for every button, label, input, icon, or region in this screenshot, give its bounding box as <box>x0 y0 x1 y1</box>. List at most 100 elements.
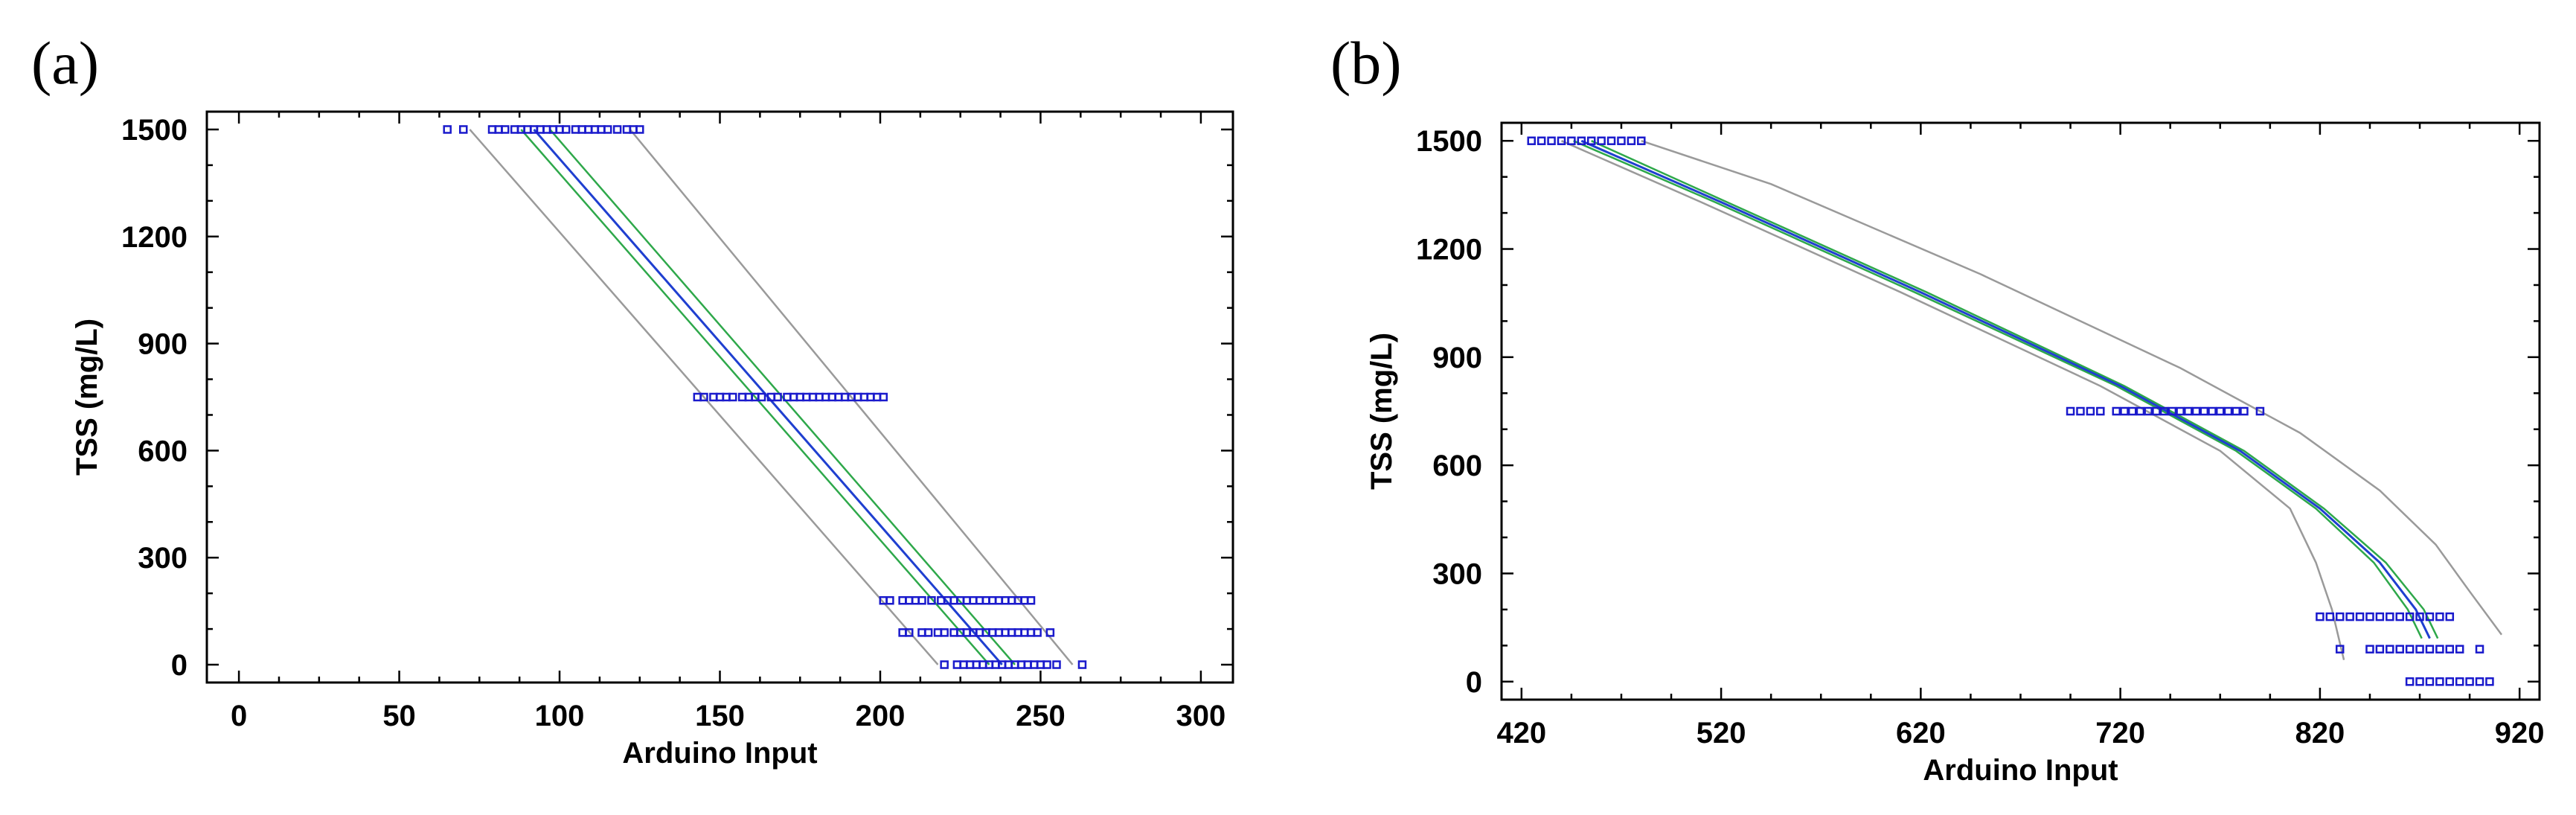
y-tick-label-b: 0 <box>1466 666 1482 699</box>
data-point-b <box>2435 677 2444 686</box>
data-point-b <box>2395 645 2404 653</box>
data-point-a <box>923 628 933 637</box>
prediction-band-lower-a <box>629 129 1074 665</box>
confidence-band-lower-b <box>1591 140 2439 639</box>
plot-frame-a <box>205 110 1234 684</box>
data-point-b <box>1527 136 1536 145</box>
data-point-b <box>2365 612 2374 621</box>
prediction-band-upper-b <box>1641 140 2503 636</box>
data-point-b <box>2435 612 2444 621</box>
data-point-b <box>2415 677 2424 686</box>
data-point-b <box>2405 612 2415 621</box>
y-tick-label-a: 300 <box>138 542 188 575</box>
data-point-a <box>940 660 949 669</box>
x-tick-label-a: 50 <box>382 700 416 732</box>
data-point-a <box>905 628 914 637</box>
x-tick-label-b: 620 <box>1896 717 1946 750</box>
x-tick-label-a: 200 <box>856 700 906 732</box>
data-point-b <box>2455 645 2464 653</box>
x-tick-label-b: 920 <box>2495 717 2545 750</box>
data-point-b <box>1567 136 1576 145</box>
data-point-b <box>2159 406 2169 416</box>
y-axis-title-a: TSS (mg/L) <box>71 319 103 476</box>
data-point-b <box>2127 406 2137 416</box>
data-point-a <box>699 392 708 402</box>
data-point-b <box>2445 612 2455 621</box>
data-point-b <box>2485 677 2494 686</box>
confidence-band-upper-b <box>1573 140 2423 639</box>
data-point-b <box>2076 406 2085 416</box>
data-point-b <box>2184 406 2193 416</box>
data-point-b <box>2415 612 2424 621</box>
chart-a: 0 50 100 150 200 250 300 0 300 600 900 1200 1500 Ardu… <box>71 110 1234 770</box>
confidence-band-lower-a <box>549 129 1016 665</box>
data-point-b <box>2405 645 2415 653</box>
data-point-a <box>561 125 571 134</box>
y-tick-label-a: 0 <box>171 649 188 682</box>
x-tick-label-a: 300 <box>1176 700 1226 732</box>
x-tick-label-b: 820 <box>2295 717 2345 750</box>
data-point-a <box>443 125 452 134</box>
data-point-b <box>2375 612 2385 621</box>
data-point-b <box>2176 406 2185 416</box>
data-point-b <box>2405 677 2415 686</box>
data-point-b <box>1547 136 1556 145</box>
data-point-b <box>1627 136 1636 145</box>
y-tick-label-b: 300 <box>1432 557 1482 590</box>
y-tick-label-a: 900 <box>138 328 188 361</box>
y-tick-label-b: 600 <box>1432 450 1482 482</box>
data-point-b <box>2208 406 2217 416</box>
data-point-b <box>2386 612 2394 621</box>
y-tick-label-b: 900 <box>1432 342 1482 374</box>
data-point-b <box>2144 406 2153 416</box>
y-axis-title-b: TSS (mg/L) <box>1365 333 1398 490</box>
data-point-b <box>2223 406 2233 416</box>
prediction-band-lower-b <box>1560 140 2345 660</box>
x-axis-title-b: Arduino Input <box>1923 754 2118 787</box>
fit-line-b <box>1580 139 2431 639</box>
data-point-b <box>2386 645 2394 653</box>
data-point-a <box>917 595 926 605</box>
data-point-b <box>2465 677 2474 686</box>
data-point-b <box>2086 406 2095 416</box>
data-point-b <box>2240 406 2249 416</box>
data-point-b <box>2316 612 2325 621</box>
prediction-band-upper-a <box>469 129 939 665</box>
confidence-band-upper-a <box>520 129 990 665</box>
data-point-b <box>1577 136 1586 145</box>
data-point-b <box>2191 406 2201 416</box>
panel-label-b: (b) <box>1330 29 1402 97</box>
data-point-b <box>2168 406 2177 416</box>
data-point-b <box>2199 406 2209 416</box>
panel-label-a: (a) <box>31 29 99 97</box>
data-point-b <box>2375 645 2385 653</box>
data-point-b <box>1537 136 1546 145</box>
data-point-b <box>1586 136 1596 145</box>
data-point-b <box>2425 677 2435 686</box>
data-point-b <box>2425 645 2435 653</box>
x-tick-label-a: 250 <box>1016 700 1066 732</box>
data-point-b <box>1637 136 1646 145</box>
data-point-b <box>2231 406 2240 416</box>
data-point-a <box>940 628 949 637</box>
y-tick-label-b: 1500 <box>1416 125 1482 158</box>
data-point-b <box>2425 612 2435 621</box>
data-point-a <box>773 392 782 402</box>
data-point-b <box>2335 612 2345 621</box>
data-point-b <box>1597 136 1606 145</box>
y-tick-label-b: 1200 <box>1416 234 1482 266</box>
data-point-b <box>2445 677 2455 686</box>
data-point-a <box>603 125 612 134</box>
data-point-a <box>612 125 622 134</box>
data-point-a <box>1045 628 1055 637</box>
data-point-a <box>1042 660 1051 669</box>
data-point-b <box>1557 136 1566 145</box>
x-axis-title-a: Arduino Input <box>622 737 817 770</box>
data-point-a <box>1033 628 1042 637</box>
data-point-a <box>1077 660 1087 669</box>
data-point-b <box>2415 645 2424 653</box>
data-point-b <box>2255 406 2265 416</box>
y-tick-label-a: 600 <box>138 435 188 467</box>
data-point-b <box>2216 406 2225 416</box>
